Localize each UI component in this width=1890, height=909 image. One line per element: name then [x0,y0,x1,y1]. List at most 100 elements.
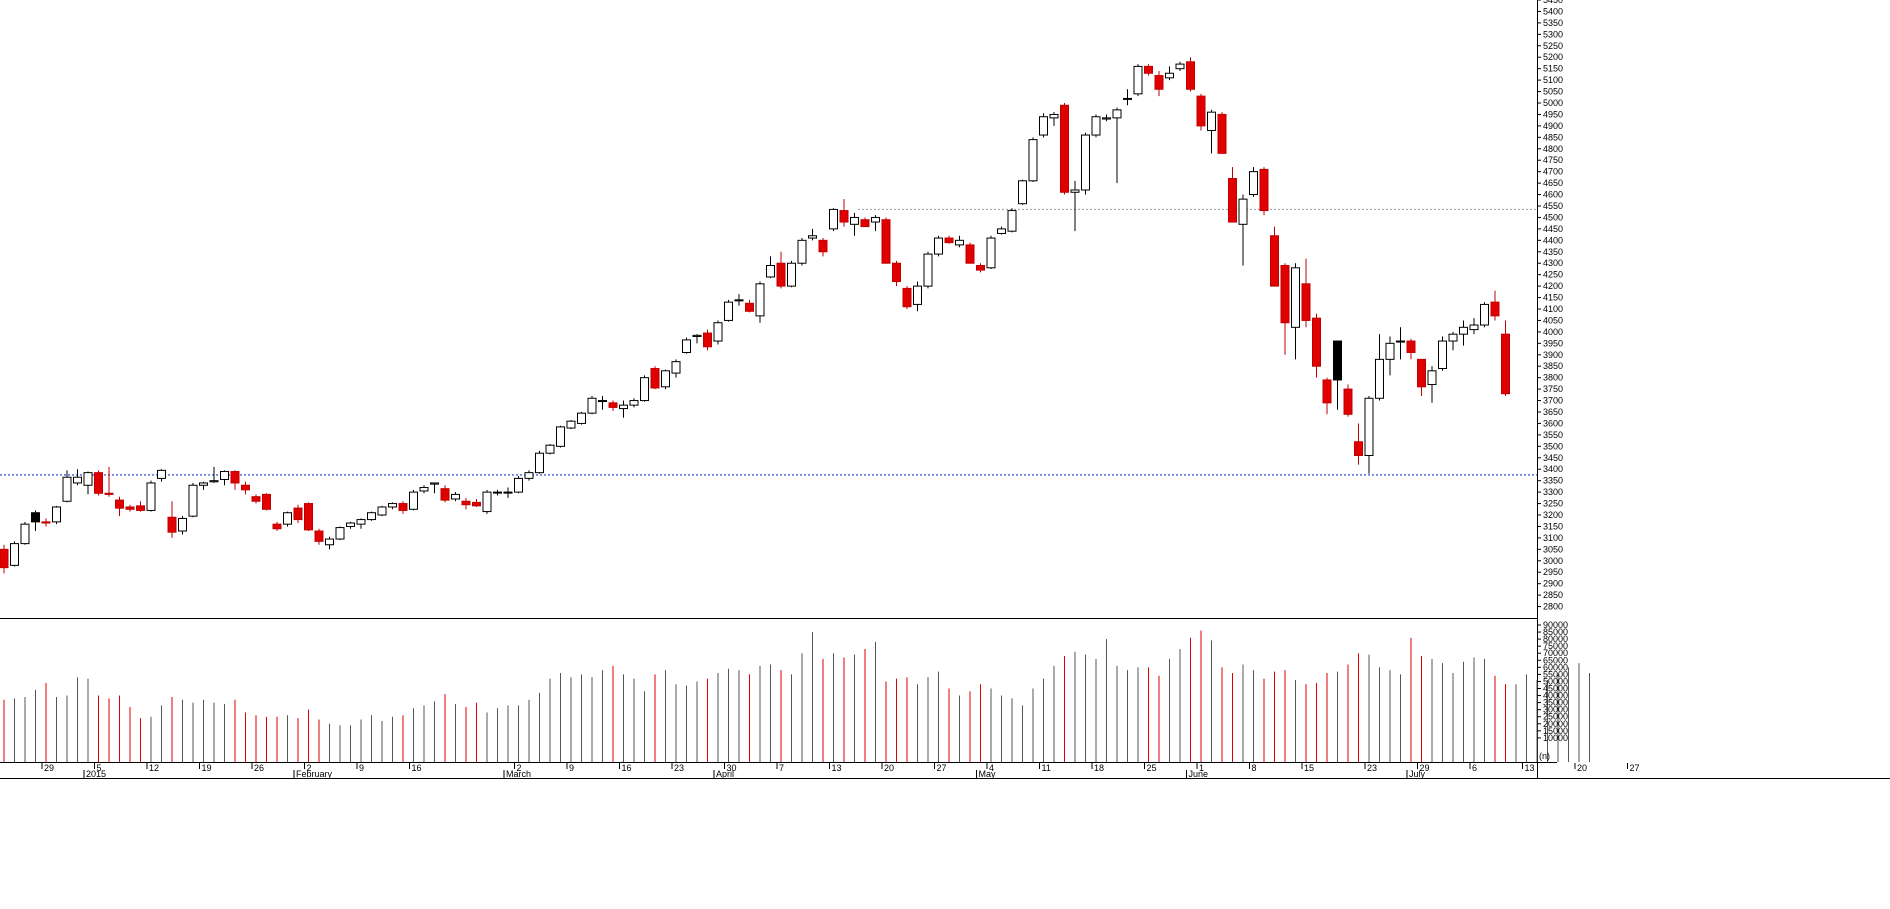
price-tick-label: 4100 [1543,304,1563,314]
candle [167,501,177,538]
candle-body [755,283,765,317]
candle-body [241,484,250,491]
candle [577,412,586,425]
candle [1018,179,1027,205]
candle [524,470,534,481]
volume-tick-label: 60000 [1543,662,1568,672]
candle-body [1018,180,1027,205]
candle [1102,114,1111,122]
candle [493,489,502,496]
candle-body [997,228,1006,234]
candle [566,420,576,430]
candle-body [535,452,544,474]
candle [251,494,261,504]
candle-body [650,368,660,389]
candle [0,544,9,574]
candle-body [640,377,649,402]
candle-body [1249,171,1258,196]
candle-body [1427,370,1437,386]
volume-unit-label: (n) [1539,751,1550,761]
candle-body [577,412,586,424]
candle [1228,167,1237,223]
candle [1417,358,1426,396]
volume-tick-label: 20000 [1543,719,1568,729]
candle [293,504,303,524]
candle [1385,336,1395,376]
candle [83,471,93,495]
day-tick-label: 12 [149,763,159,773]
candle [314,528,324,545]
candle [1448,331,1458,351]
candle [1396,327,1405,360]
candle-body [146,482,156,511]
candle-body [818,239,828,253]
candle-body [1144,65,1153,74]
candle-body [619,404,628,410]
candle-body [451,493,460,500]
candle [325,536,334,550]
candle [913,281,922,312]
candle-body [1112,109,1122,119]
candle-body [787,262,796,287]
price-tick-label: 4900 [1543,121,1563,131]
candle [430,482,439,494]
price-tick-label: 3950 [1543,338,1563,348]
candle-body [776,262,786,287]
candle [1364,395,1374,474]
candle [136,501,145,512]
candle-body [1091,116,1101,136]
month-tick-label: May [979,769,997,779]
month-tick-label: March [506,769,531,779]
candle-body [1490,301,1500,317]
level-lines [0,208,1537,476]
month-tick-label: April [716,769,734,779]
candle-body [83,472,93,486]
candle [1007,208,1017,233]
day-tick-label: 16 [412,763,422,773]
day-tick-label: 6 [1472,763,1477,773]
volume-tick-label: 65000 [1543,655,1568,665]
day-tick-label: 5 [97,763,102,773]
candle [1459,320,1468,346]
candle-body [41,521,51,524]
candle [535,450,544,474]
candle-body [1406,340,1416,353]
candle-body [419,487,429,492]
candle-body [1238,198,1248,225]
candle [482,489,492,514]
candle-body [430,482,439,485]
candle [262,493,271,511]
candle [587,395,597,415]
price-tick-label: 3450 [1543,453,1563,463]
price-tick-label: 3000 [1543,556,1563,566]
volume-axis: 1000015000200002500030000350004000045000… [1537,620,1568,761]
candle [892,260,901,287]
candle-body [283,512,292,525]
candle [115,496,124,517]
candle-body [566,420,576,429]
candle-body [1448,333,1458,342]
candle-body [682,339,691,353]
candle [1060,103,1069,195]
price-tick-label: 2900 [1543,579,1563,589]
day-tick-label: 9 [569,763,574,773]
candle-body [1301,283,1311,321]
candle [860,217,870,228]
price-tick-label: 4050 [1543,315,1563,325]
volume-tick-label: 10000 [1543,733,1568,743]
candle-body [1469,324,1479,331]
price-tick-label: 2800 [1543,602,1563,612]
candle [1469,318,1479,335]
candle-body [1217,113,1227,154]
candle-body [724,301,733,321]
candle [188,482,198,518]
candle-body [188,484,198,517]
candle-body [797,239,807,264]
candle-body [1385,342,1395,360]
candle [62,470,72,503]
candle-body [1364,397,1374,456]
candle-body [545,444,555,454]
candle [608,400,618,411]
candle-body [1354,441,1363,456]
candle [241,481,250,495]
